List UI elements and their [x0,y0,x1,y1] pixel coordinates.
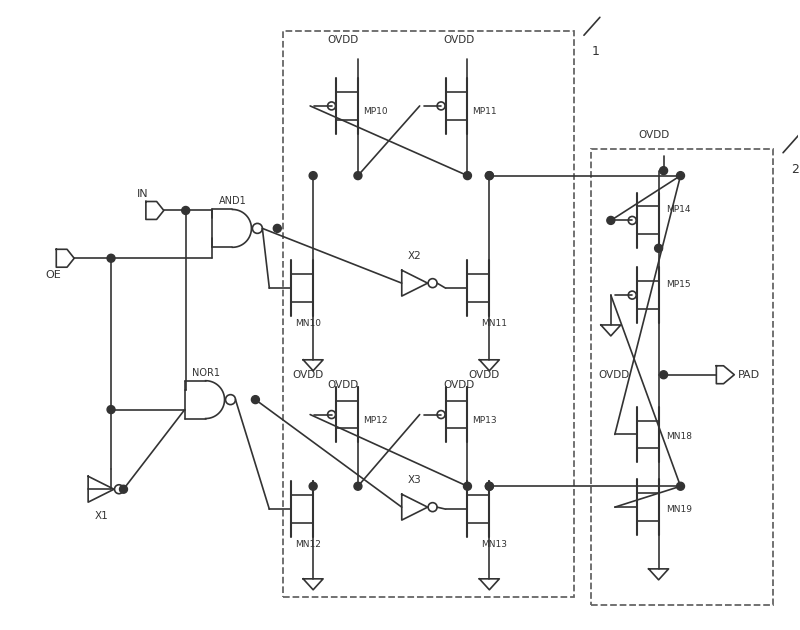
Circle shape [251,396,259,404]
Text: MN12: MN12 [295,540,321,549]
Text: OE: OE [46,270,61,280]
Circle shape [107,255,115,262]
Text: OVDD: OVDD [598,370,630,380]
Text: X2: X2 [408,251,422,261]
Text: MN11: MN11 [482,319,507,328]
Text: X1: X1 [94,511,108,521]
Text: OVDD: OVDD [444,35,475,45]
Text: 2: 2 [791,163,799,176]
Circle shape [654,244,662,252]
Bar [591,149,773,605]
Circle shape [463,171,471,180]
Bar [283,32,574,597]
Text: NOR1: NOR1 [192,368,220,378]
Circle shape [354,482,362,490]
Circle shape [677,482,685,490]
Circle shape [309,171,317,180]
Text: MP14: MP14 [666,205,691,214]
Text: 1: 1 [592,45,600,58]
Circle shape [486,482,494,490]
Text: MP13: MP13 [473,416,497,425]
Text: MN18: MN18 [666,432,693,442]
Text: OVDD: OVDD [638,130,670,140]
Text: OVDD: OVDD [444,380,475,390]
Text: OVDD: OVDD [327,380,358,390]
Text: MP15: MP15 [666,280,691,289]
Circle shape [486,482,494,490]
Text: OVDD: OVDD [469,370,500,380]
Text: OVDD: OVDD [327,35,358,45]
Text: MP12: MP12 [363,416,387,425]
Circle shape [274,224,282,232]
Circle shape [677,171,685,180]
Circle shape [107,406,115,413]
Text: IN: IN [137,188,149,198]
Text: AND1: AND1 [218,197,246,207]
Circle shape [486,171,494,180]
Circle shape [309,482,317,490]
Circle shape [486,171,494,180]
Circle shape [182,207,190,214]
Text: MN10: MN10 [295,319,321,328]
Circle shape [463,482,471,490]
Circle shape [607,217,615,224]
Text: MN19: MN19 [666,505,693,514]
Circle shape [660,167,667,175]
Circle shape [119,485,127,493]
Text: MP10: MP10 [363,107,387,116]
Circle shape [354,171,362,180]
Text: MP11: MP11 [473,107,497,116]
Text: OVDD: OVDD [293,370,324,380]
Text: PAD: PAD [738,370,760,380]
Text: X3: X3 [408,475,422,485]
Circle shape [660,370,667,379]
Text: MN13: MN13 [482,540,507,549]
